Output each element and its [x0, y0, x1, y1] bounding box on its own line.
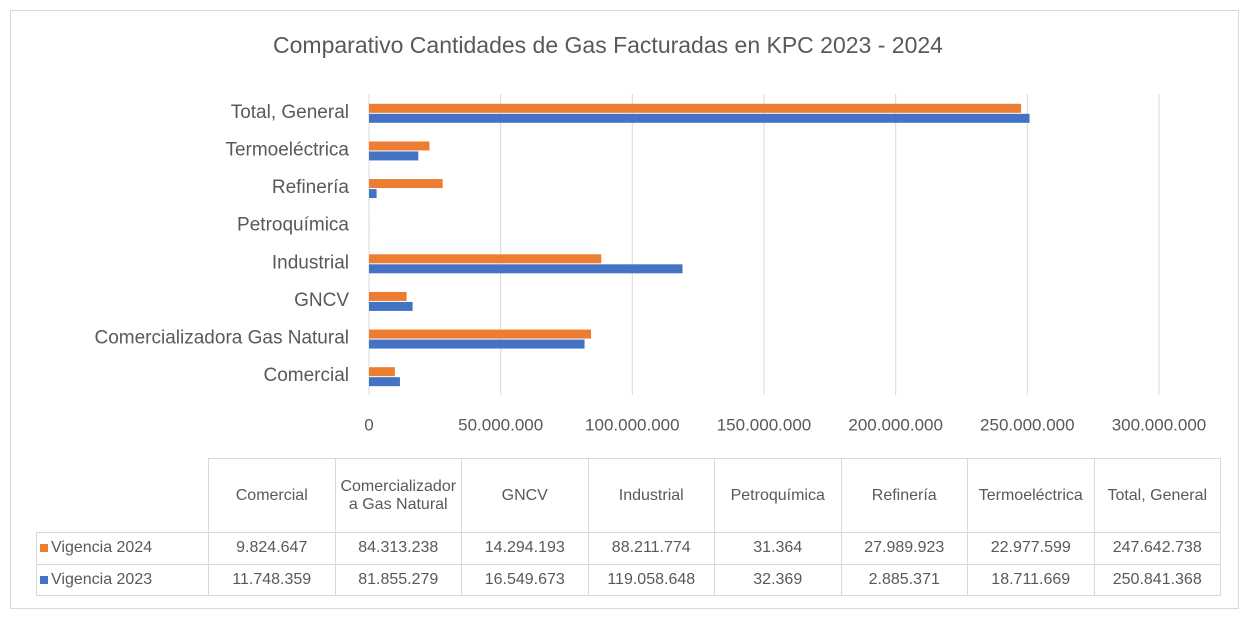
y-tick-label: Termoeléctrica [225, 139, 349, 160]
bar [369, 151, 419, 161]
legend-label: Vigencia 2023 [51, 570, 153, 588]
bar [369, 103, 1022, 113]
x-tick-label: 200.000.000 [848, 415, 943, 434]
table-header: Refinería [840, 458, 968, 533]
table-value: 84.313.238 [334, 532, 462, 565]
legend-swatch [40, 544, 48, 553]
table-value: 2.885.371 [840, 563, 968, 596]
table-value: 119.058.648 [587, 563, 715, 596]
x-tick-label: 300.000.000 [1112, 415, 1207, 434]
table-value: 31.364 [714, 532, 842, 565]
table-value: 9.824.647 [208, 532, 336, 565]
y-tick-label: Total, General [231, 102, 349, 123]
x-tick-label: 250.000.000 [980, 415, 1075, 434]
table-header: Industrial [587, 458, 715, 533]
table-value: 81.855.279 [334, 563, 462, 596]
bar [369, 329, 592, 339]
chart-title: Comparativo Cantidades de Gas Facturadas… [273, 32, 943, 58]
table-value: 14.294.193 [461, 532, 589, 565]
table-value: 16.549.673 [461, 563, 589, 596]
legend-swatch [40, 575, 48, 584]
bar [369, 367, 395, 377]
table-header: GNCV [461, 458, 589, 533]
x-tick-label: 100.000.000 [585, 415, 680, 434]
y-tick-label: Refinería [272, 177, 350, 198]
table-header: Comercializadora Gas Natural [334, 458, 462, 533]
bar [369, 291, 407, 301]
legend-label: Vigencia 2024 [51, 539, 153, 557]
table-value: 22.977.599 [967, 532, 1095, 565]
bar [369, 377, 400, 387]
y-tick-label: Petroquímica [237, 215, 349, 236]
bar [369, 113, 1030, 123]
bar [369, 189, 377, 199]
table-value: 27.989.923 [840, 532, 968, 565]
table-value: 88.211.774 [587, 532, 715, 565]
bar [369, 179, 443, 189]
table-header: Comercial [208, 458, 336, 533]
table-value: 32.369 [714, 563, 842, 596]
table-header: Petroquímica [714, 458, 842, 533]
bar [369, 301, 413, 311]
y-tick-label: Comercial [263, 365, 349, 386]
x-tick-label: 0 [364, 415, 373, 434]
table-header: Termoeléctrica [967, 458, 1095, 533]
table-header: Total, General [1093, 458, 1221, 533]
bar [369, 339, 585, 349]
table-value: 250.841.368 [1093, 563, 1221, 596]
legend-cell: Vigencia 2023 [36, 563, 209, 596]
y-tick-label: GNCV [294, 290, 349, 311]
y-tick-label: Industrial [272, 252, 349, 273]
bar [369, 264, 683, 274]
bar [369, 141, 430, 151]
bar [369, 254, 602, 264]
x-tick-label: 50.000.000 [458, 415, 543, 434]
legend-cell: Vigencia 2024 [36, 532, 209, 565]
table-value: 11.748.359 [208, 563, 336, 596]
x-tick-label: 150.000.000 [717, 415, 812, 434]
y-tick-label: Comercializadora Gas Natural [95, 328, 350, 349]
table-value: 247.642.738 [1093, 532, 1221, 565]
table-value: 18.711.669 [967, 563, 1095, 596]
